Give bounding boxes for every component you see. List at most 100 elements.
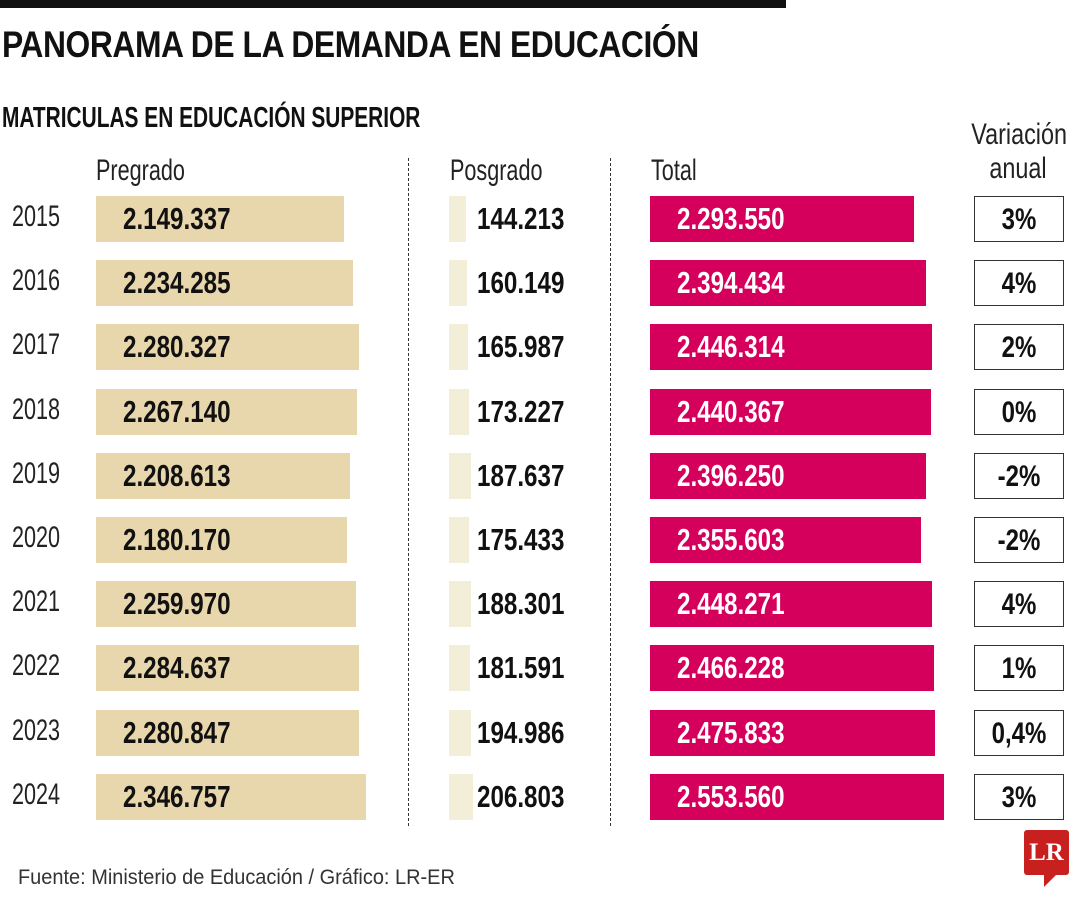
- year-label: 2020: [12, 521, 61, 554]
- variacion-value: 3%: [1001, 203, 1037, 236]
- total-bar: [650, 196, 915, 242]
- posgrado-bar: [449, 196, 466, 242]
- total-value: 2.448.271: [677, 586, 785, 622]
- total-bar: [650, 324, 932, 371]
- pregrado-bar: [96, 260, 354, 307]
- pregrado-bar: [96, 773, 367, 820]
- posgrado-value: 160.149: [477, 265, 565, 301]
- posgrado-bar: [449, 773, 473, 820]
- column-header-variacion: Variación anual: [971, 118, 1068, 185]
- pregrado-bar: [96, 517, 348, 563]
- posgrado-value: 187.637: [477, 457, 565, 493]
- total-bar: [650, 645, 935, 692]
- pregrado-value: 2.280.847: [123, 714, 231, 750]
- variacion-box: 2%: [974, 324, 1064, 371]
- pregrado-value: 2.267.140: [123, 393, 231, 429]
- total-value: 2.466.228: [677, 650, 785, 686]
- total-value: 2.396.250: [677, 457, 785, 493]
- top-rule: [0, 0, 786, 8]
- column-divider: [610, 158, 611, 826]
- total-value: 2.440.367: [677, 393, 785, 429]
- column-divider: [408, 158, 409, 826]
- column-header-total: Total: [651, 154, 697, 187]
- variacion-value: 3%: [1001, 780, 1037, 814]
- column-header-posgrado: Posgrado: [450, 154, 543, 187]
- total-bar: [650, 260, 926, 307]
- variacion-box: -2%: [974, 517, 1064, 563]
- total-bar: [650, 581, 933, 628]
- total-value: 2.293.550: [677, 201, 785, 236]
- variacion-box: 0%: [974, 388, 1064, 435]
- total-bar: [650, 773, 945, 820]
- pregrado-value: 2.208.613: [123, 457, 231, 493]
- year-label: 2018: [12, 392, 61, 426]
- total-bar: [650, 517, 922, 563]
- pregrado-bar: [96, 452, 351, 499]
- total-bar: [650, 452, 927, 499]
- lr-logo: LR: [1024, 830, 1069, 887]
- page-title: PANORAMA DE LA DEMANDA EN EDUCACIÓN: [2, 24, 699, 65]
- pregrado-bar: [96, 645, 360, 692]
- total-value: 2.355.603: [677, 522, 785, 557]
- posgrado-value: 206.803: [477, 778, 565, 814]
- pregrado-value: 2.284.637: [123, 650, 231, 686]
- total-value: 2.475.833: [677, 714, 785, 750]
- pregrado-bar: [96, 196, 344, 242]
- posgrado-bar: [449, 260, 468, 307]
- posgrado-bar: [449, 709, 472, 756]
- column-header-pregrado: Pregrado: [96, 154, 185, 187]
- pregrado-value: 2.149.337: [123, 201, 231, 236]
- source-note: Fuente: Ministerio de Educación / Gráfic…: [18, 866, 455, 889]
- year-label: 2015: [12, 200, 61, 233]
- year-label: 2024: [12, 777, 61, 811]
- posgrado-value: 173.227: [477, 393, 565, 429]
- pregrado-bar: [96, 581, 357, 628]
- posgrado-value: 188.301: [477, 586, 565, 622]
- total-value: 2.446.314: [677, 329, 785, 365]
- year-label: 2016: [12, 264, 61, 298]
- variacion-value: -2%: [997, 524, 1041, 557]
- pregrado-value: 2.259.970: [123, 586, 231, 622]
- variacion-value: 4%: [1001, 588, 1037, 622]
- pregrado-value: 2.280.327: [123, 329, 231, 365]
- variacion-value: 0,4%: [991, 716, 1047, 750]
- variacion-box: -2%: [974, 452, 1064, 499]
- posgrado-value: 175.433: [477, 522, 565, 557]
- total-value: 2.553.560: [677, 778, 785, 814]
- posgrado-bar: [449, 388, 469, 435]
- year-label: 2019: [12, 456, 61, 490]
- pregrado-bar: [96, 388, 358, 435]
- pregrado-bar: [96, 324, 359, 371]
- posgrado-bar: [449, 452, 471, 499]
- pregrado-value: 2.346.757: [123, 778, 231, 814]
- variacion-box: 4%: [974, 260, 1064, 307]
- total-bar: [650, 709, 936, 756]
- variacion-value: 4%: [1001, 267, 1037, 301]
- total-value: 2.394.434: [677, 265, 785, 301]
- chart-title: MATRICULAS EN EDUCACIÓN SUPERIOR: [2, 102, 421, 134]
- year-label: 2017: [12, 328, 61, 362]
- posgrado-value: 181.591: [477, 650, 565, 686]
- year-label: 2022: [12, 649, 61, 683]
- variacion-box: 3%: [974, 196, 1064, 242]
- variacion-value: 1%: [1001, 652, 1037, 686]
- variacion-value: 2%: [1001, 331, 1037, 365]
- year-label: 2021: [12, 585, 61, 619]
- variacion-box: 3%: [974, 773, 1064, 820]
- variacion-box: 0,4%: [974, 709, 1064, 756]
- pregrado-value: 2.180.170: [123, 522, 231, 557]
- posgrado-bar: [449, 324, 469, 371]
- pregrado-value: 2.234.285: [123, 265, 231, 301]
- total-bar: [650, 388, 932, 435]
- variacion-value: -2%: [997, 459, 1041, 493]
- posgrado-bar: [449, 645, 470, 692]
- variacion-box: 4%: [974, 581, 1064, 628]
- pregrado-bar: [96, 709, 359, 756]
- posgrado-bar: [449, 581, 471, 628]
- variacion-box: 1%: [974, 645, 1064, 692]
- posgrado-value: 194.986: [477, 714, 565, 750]
- posgrado-value: 165.987: [477, 329, 565, 365]
- posgrado-value: 144.213: [477, 201, 565, 236]
- posgrado-bar: [449, 517, 470, 563]
